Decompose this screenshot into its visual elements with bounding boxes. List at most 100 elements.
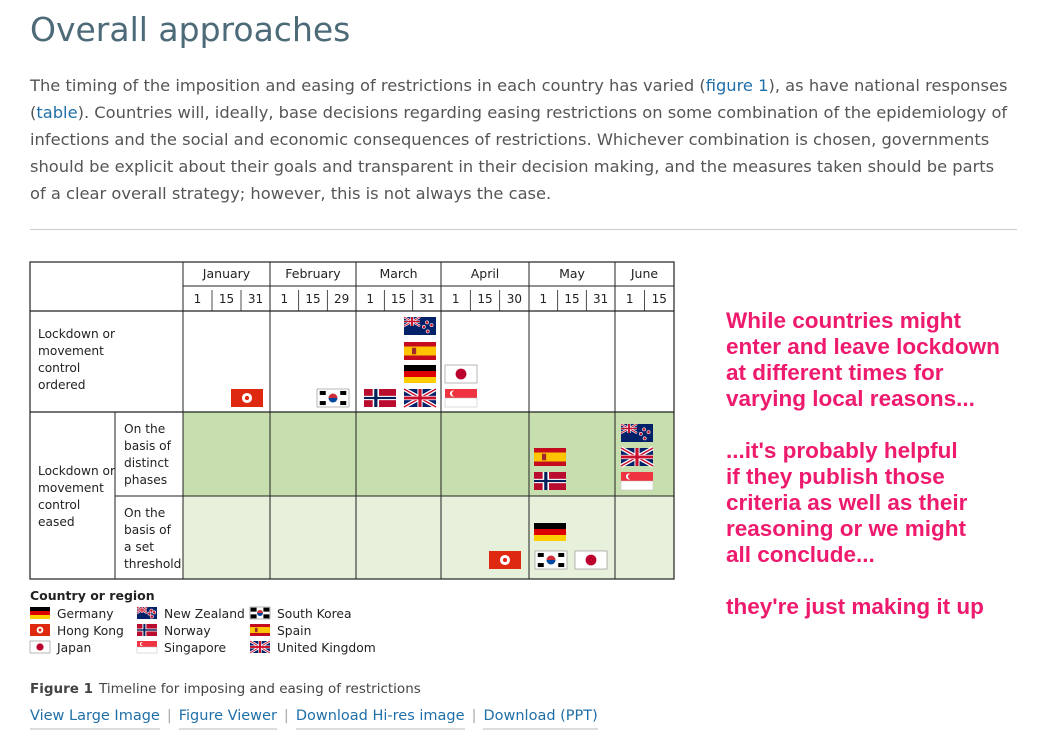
day-tick-label: 1: [366, 292, 374, 306]
annotation-line: if they publish those: [726, 464, 945, 489]
view-large-image-link[interactable]: View Large Image: [30, 708, 160, 730]
legend-label: South Korea: [277, 607, 352, 621]
germany-flag-eased-threshold: [534, 523, 566, 541]
day-tick-label: 1: [626, 292, 634, 306]
row-label-set-threshold: On the: [124, 506, 165, 520]
united-kingdom-flag-ordered: [403, 387, 437, 409]
spain-flag-eased-phases: [534, 448, 566, 466]
germany-flag-ordered: [404, 365, 436, 383]
new-zealand-flag-ordered: [403, 316, 436, 335]
legend-label: United Kingdom: [277, 641, 376, 655]
legend-united-kingdom-flag: [249, 639, 271, 655]
day-tick-label: 15: [391, 292, 406, 306]
caption-label: Figure 1: [30, 681, 94, 697]
annotation-line: all conclude...: [726, 542, 875, 567]
annotation-line: While countries might: [726, 308, 962, 333]
legend-label: Hong Kong: [57, 624, 124, 638]
annotation-line: at different times for: [726, 360, 944, 385]
row-label-set-threshold: basis of: [124, 523, 172, 537]
month-label: May: [559, 266, 585, 281]
new-zealand-flag-eased-phases: [620, 423, 653, 442]
annotation-line: reasoning or we might: [726, 516, 967, 541]
day-tick-label: 1: [194, 292, 202, 306]
norway-flag-ordered: [364, 389, 396, 407]
download-hires-link[interactable]: Download Hi-res image: [295, 708, 465, 730]
hong-kong-flag-eased-threshold: [489, 551, 521, 569]
annotation-line: varying local reasons...: [726, 386, 975, 411]
row-label-eased: movement: [38, 481, 104, 495]
eased-phases-band: [183, 412, 674, 496]
row-label-eased: Lockdown or: [38, 464, 116, 478]
body-paragraph: The timing of the imposition and easing …: [30, 72, 1015, 207]
legend-label: Norway: [164, 624, 211, 638]
month-label: April: [471, 266, 500, 281]
day-tick-label: 1: [452, 292, 460, 306]
legend-germany-flag: [30, 607, 50, 619]
row-label-set-threshold: threshold: [124, 557, 181, 571]
section-heading: Overall approaches: [30, 10, 351, 49]
figure-caption: Figure 1 Timeline for imposing and easing…: [30, 681, 421, 697]
south-korea-flag-eased-threshold: [534, 550, 568, 570]
row-label-ordered: control: [38, 361, 80, 375]
month-label: February: [285, 266, 341, 281]
singapore-flag-eased-phases: [620, 472, 654, 491]
day-tick-label: 15: [219, 292, 234, 306]
figure-links: View Large Image | Figure Viewer | Download …: [30, 708, 598, 730]
legend-label: Singapore: [164, 641, 226, 655]
legend-south-korea-flag: [249, 606, 271, 620]
row-label-distinct-phases: On the: [124, 422, 165, 436]
table-link[interactable]: table: [36, 103, 78, 122]
day-tick-label: 15: [305, 292, 320, 306]
legend-new-zealand-flag: [136, 606, 157, 619]
row-label-ordered: ordered: [38, 378, 85, 392]
japan-flag-ordered: [444, 364, 478, 384]
paragraph-text-3: ). Countries will, ideally, base decisio…: [30, 103, 1008, 203]
legend-label: Spain: [277, 624, 311, 638]
day-tick-label: 31: [593, 292, 608, 306]
row-label-distinct-phases: basis of: [124, 439, 172, 453]
figure-viewer-link[interactable]: Figure Viewer: [178, 708, 277, 730]
united-kingdom-flag-eased-phases: [620, 446, 654, 468]
annotation-line: ...it's probably helpful: [726, 438, 958, 463]
spain-flag-ordered: [404, 342, 436, 360]
legend-singapore-flag: [136, 641, 158, 654]
row-label-ordered: movement: [38, 344, 104, 358]
day-tick-label: 15: [652, 292, 667, 306]
row-label-eased: control: [38, 498, 80, 512]
annotation-line: criteria as well as their: [726, 490, 968, 515]
day-tick-label: 15: [477, 292, 492, 306]
legend-label: Germany: [57, 607, 114, 621]
day-tick-label: 31: [248, 292, 263, 306]
day-tick-label: 1: [281, 292, 289, 306]
figure-1-link[interactable]: figure 1: [705, 76, 769, 95]
row-label-distinct-phases: phases: [124, 473, 167, 487]
row-label-set-threshold: a set: [124, 540, 154, 554]
hong-kong-flag-ordered: [231, 389, 263, 407]
day-tick-label: 31: [419, 292, 434, 306]
paragraph-text-2: ), as have national responses (: [30, 76, 1008, 122]
legend-label: Japan: [56, 641, 91, 655]
section-divider: [30, 229, 1017, 230]
legend-title: Country or region: [30, 588, 155, 603]
legend-norway-flag: [137, 624, 157, 636]
caption-text: Timeline for imposing and easing of rest…: [99, 681, 421, 697]
legend-spain-flag: [250, 624, 270, 636]
legend-label: New Zealand: [164, 607, 245, 621]
japan-flag-eased-threshold: [574, 550, 608, 570]
legend-japan-flag: [29, 640, 51, 654]
row-label-eased: eased: [38, 515, 75, 529]
row-label-ordered: Lockdown or: [38, 327, 116, 341]
month-label: January: [202, 266, 251, 281]
day-tick-label: 29: [334, 292, 349, 306]
annotation-overlay: While countries might enter and leave lo…: [726, 308, 1056, 620]
south-korea-flag-ordered: [316, 388, 350, 408]
day-tick-label: 15: [564, 292, 579, 306]
download-ppt-link[interactable]: Download (PPT): [483, 708, 598, 730]
figure-frame: [29, 261, 675, 580]
paragraph-text-1: The timing of the imposition and easing …: [30, 76, 706, 95]
row-label-distinct-phases: distinct: [124, 456, 169, 470]
day-tick-label: 30: [507, 292, 522, 306]
annotation-line: they're just making it up: [726, 594, 984, 619]
month-label: March: [379, 266, 417, 281]
